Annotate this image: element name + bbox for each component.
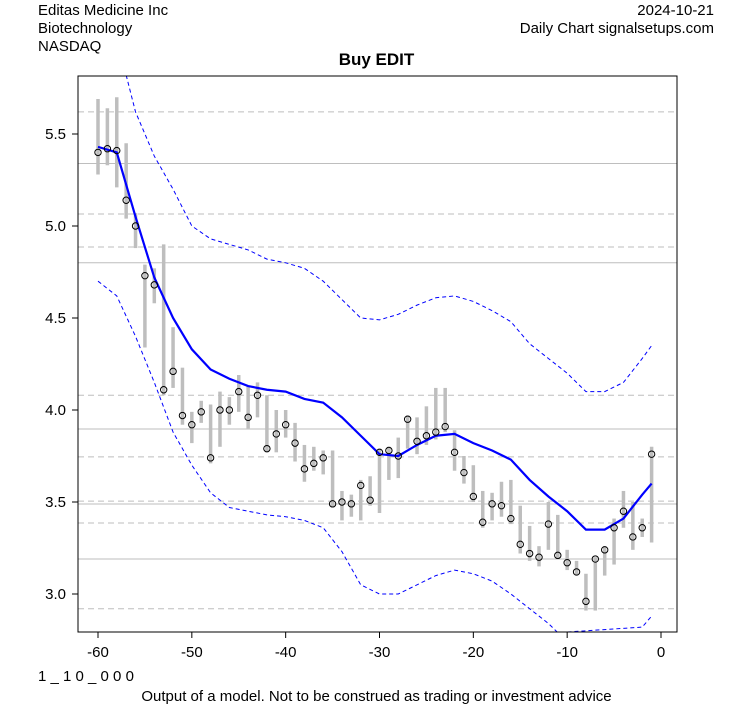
plot-border <box>77 75 678 633</box>
close-point <box>535 553 543 561</box>
close-point <box>497 501 506 510</box>
company-name: Editas Medicine Inc <box>38 2 169 19</box>
exchange: NASDAQ <box>38 38 102 55</box>
x-tick-label: -50 <box>181 644 203 661</box>
close-point <box>357 481 365 490</box>
close-point <box>235 387 243 396</box>
close-point <box>291 439 299 447</box>
close-point <box>131 222 140 230</box>
x-tick-label: -40 <box>275 644 297 661</box>
y-tick-label: 3.5 <box>45 494 66 511</box>
close-point <box>450 448 459 457</box>
close-point <box>253 391 262 399</box>
close-point <box>563 559 571 567</box>
close-point <box>403 415 412 423</box>
y-tick-label: 4.5 <box>45 310 66 327</box>
close-point <box>281 421 290 429</box>
close-point <box>216 406 224 414</box>
upper-band-line <box>125 76 653 393</box>
close-point <box>488 500 496 508</box>
y-tick-label: 5.5 <box>45 126 66 143</box>
close-point <box>460 468 468 477</box>
close-point <box>113 146 121 155</box>
close-point <box>647 450 656 458</box>
lower-band-line <box>97 280 652 632</box>
disclaimer: Output of a model. Not to be construed a… <box>141 688 612 705</box>
sector: Biotechnology <box>38 20 133 37</box>
close-point <box>319 454 327 462</box>
close-point <box>432 428 440 436</box>
close-point <box>479 518 487 526</box>
close-point <box>347 500 356 508</box>
x-tick-label: -60 <box>87 644 109 661</box>
close-point <box>591 555 600 563</box>
close-point <box>394 452 402 460</box>
close-point <box>94 148 102 157</box>
close-point <box>244 413 252 422</box>
close-point <box>441 422 449 431</box>
close-point <box>619 507 628 515</box>
close-point <box>103 145 112 153</box>
close-point <box>385 446 393 455</box>
close-point <box>422 432 431 440</box>
close-point <box>601 546 609 554</box>
close-point <box>197 408 205 416</box>
close-point <box>225 406 234 414</box>
y-tick-label: 5.0 <box>45 218 66 235</box>
close-point <box>300 465 309 473</box>
y-tick-label: 4.0 <box>45 402 66 419</box>
close-point <box>516 540 524 549</box>
close-point <box>338 498 346 506</box>
y-tick-label: 3.0 <box>45 586 66 603</box>
close-point <box>272 430 280 438</box>
close-point <box>413 437 421 445</box>
close-point <box>366 496 374 504</box>
close-point <box>469 492 478 501</box>
moving-average-line <box>97 145 653 531</box>
close-point <box>572 568 581 576</box>
plot-content <box>78 76 677 632</box>
close-point <box>122 196 130 204</box>
close-point <box>629 533 637 541</box>
chart-date: 2024-10-21 <box>637 2 714 19</box>
close-point <box>178 411 187 420</box>
close-point <box>375 448 384 457</box>
close-point <box>263 444 271 453</box>
chart-source: Daily Chart signalsetups.com <box>519 20 714 37</box>
close-point <box>188 421 196 429</box>
close-point <box>638 524 646 532</box>
x-tick-label: 0 <box>657 644 665 661</box>
close-point <box>328 500 337 508</box>
x-tick-label: -20 <box>462 644 484 661</box>
chart-title: Buy EDIT <box>338 50 415 69</box>
close-point <box>169 367 177 376</box>
close-point <box>544 520 553 528</box>
close-point <box>150 281 159 289</box>
close-point <box>525 549 534 558</box>
close-point <box>206 454 215 462</box>
close-point <box>507 514 515 523</box>
x-tick-label: -10 <box>556 644 578 661</box>
close-point <box>610 524 618 532</box>
close-point <box>141 271 149 280</box>
close-point <box>554 551 562 560</box>
close-point <box>582 597 590 606</box>
model-code: 1 _ 1 0 _ 0 0 0 <box>38 668 134 685</box>
close-point <box>310 459 318 468</box>
x-tick-label: -30 <box>369 644 391 661</box>
close-point <box>159 386 168 394</box>
